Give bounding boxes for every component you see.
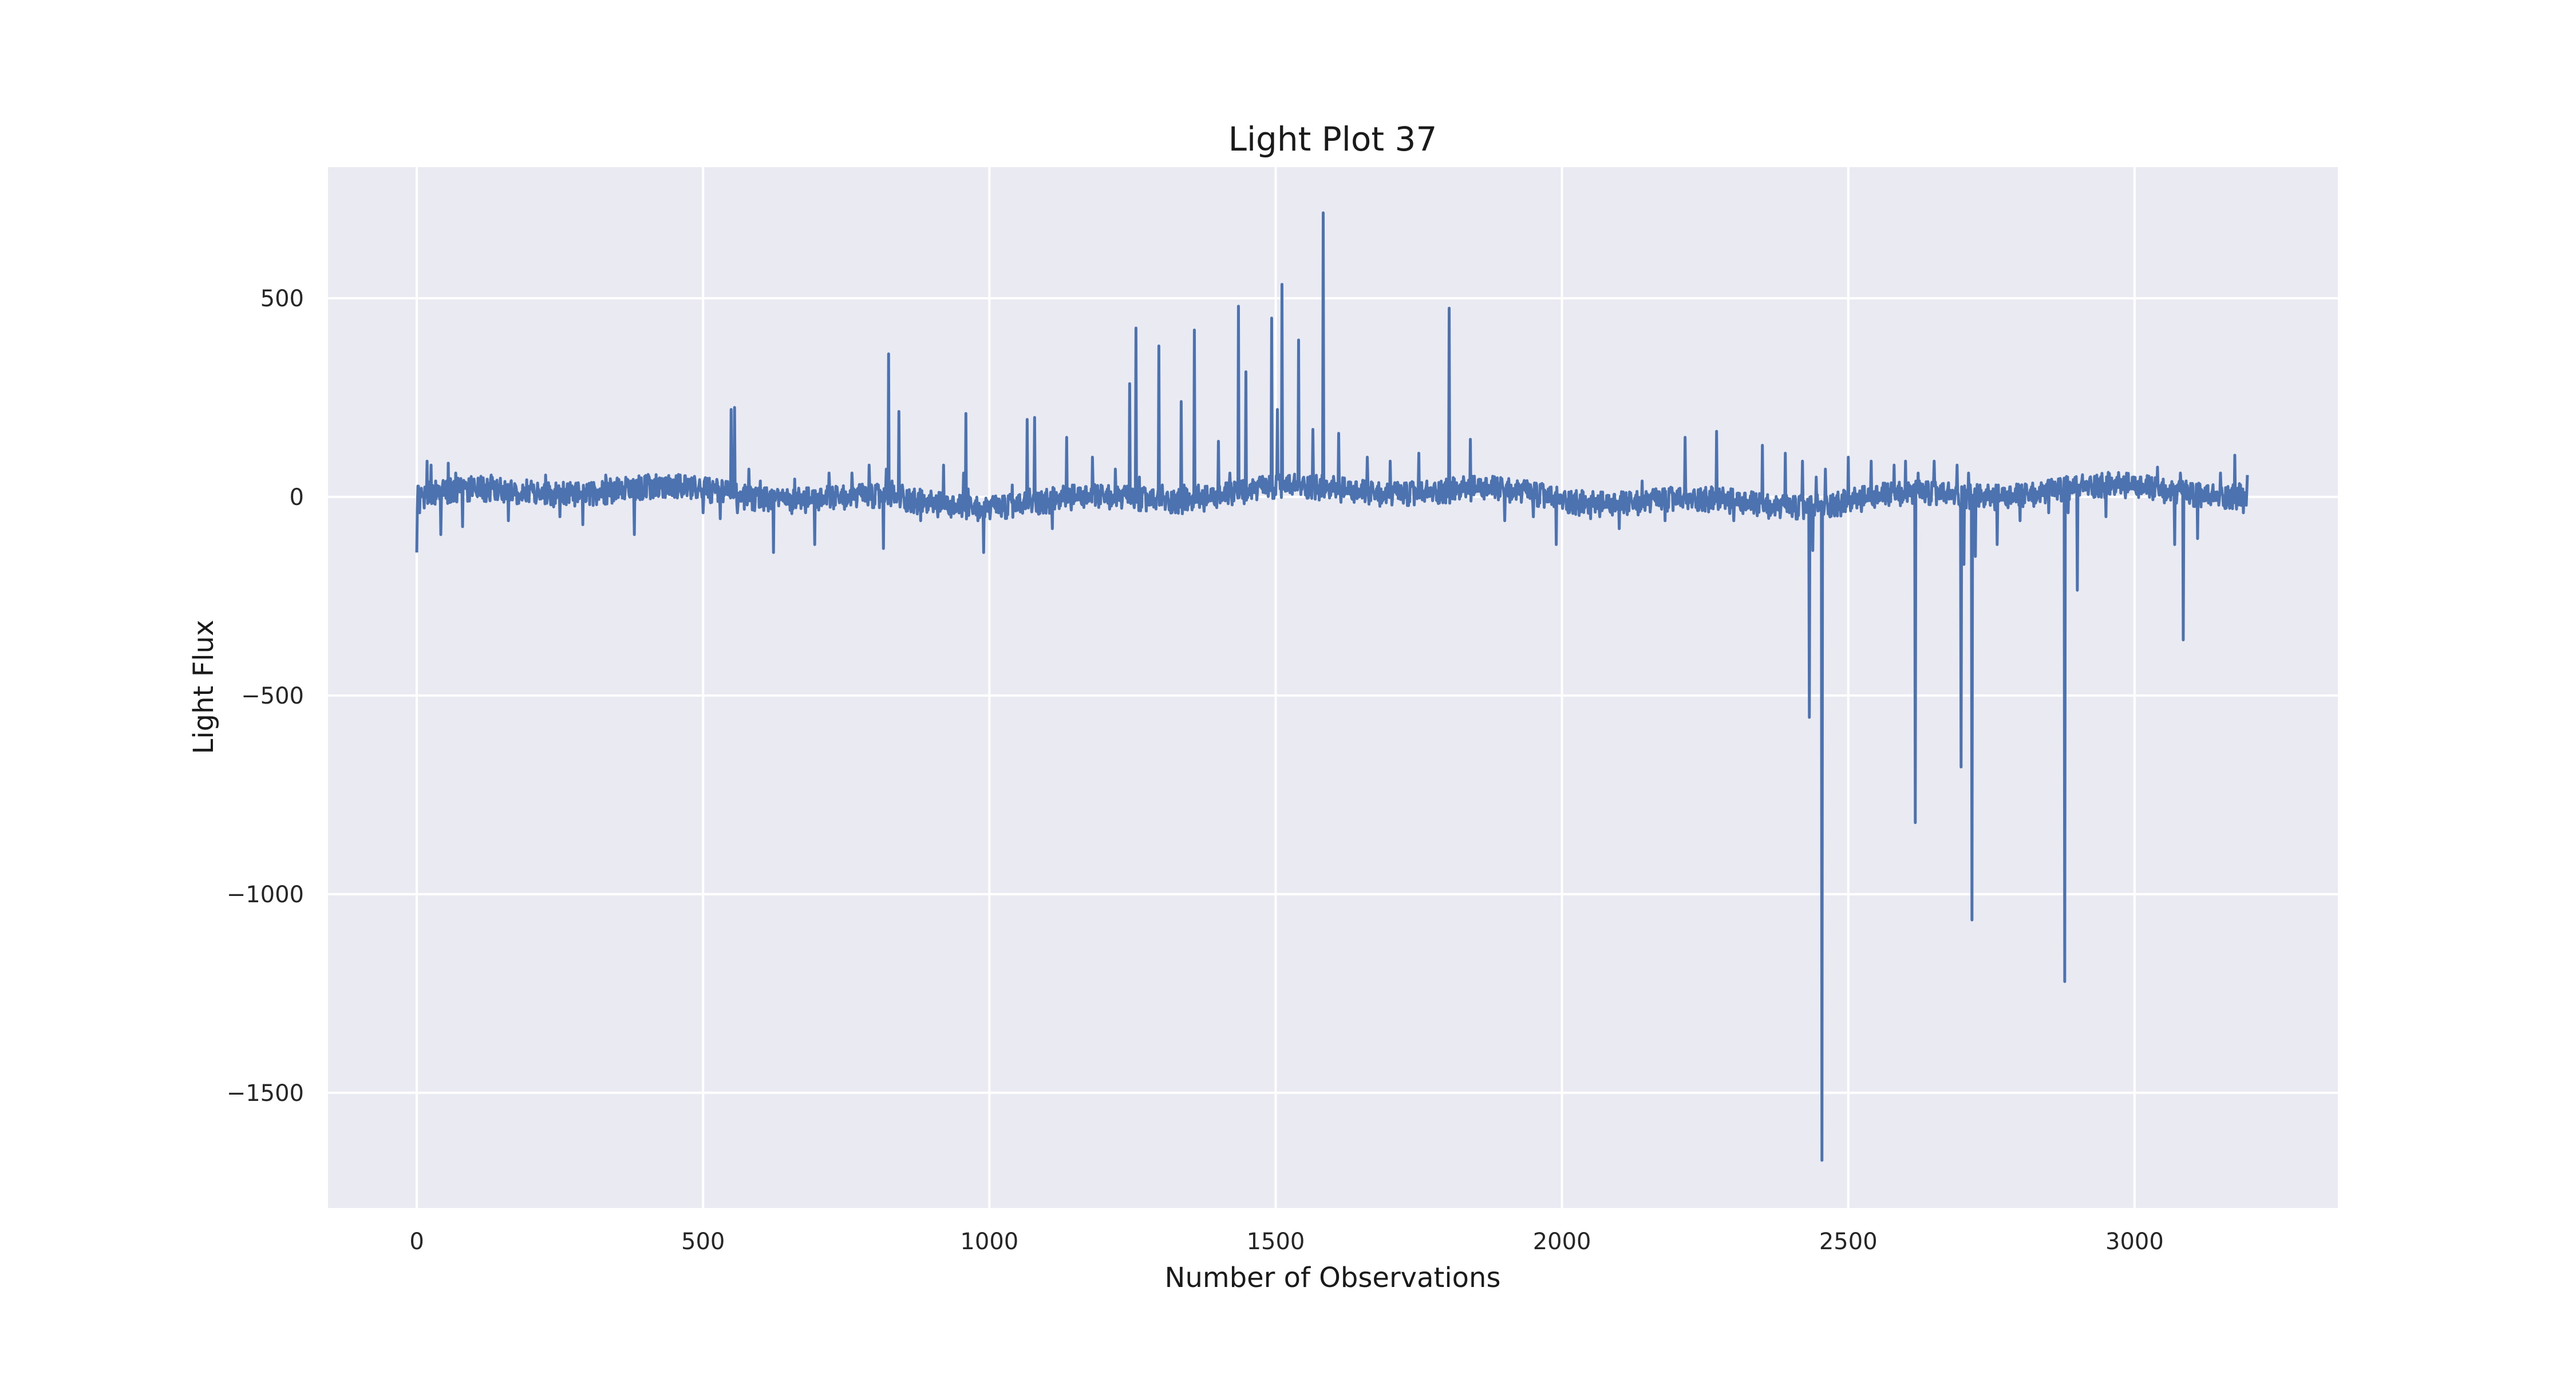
flux-series-line [415,211,2249,1162]
y-tick-label: 0 [290,484,304,511]
x-tick-label: 500 [681,1229,725,1255]
y-tick-labels: 500 0 −500 −1000 −1500 [227,286,304,1107]
y-tick-label: 500 [260,286,304,312]
y-tick-label: −1000 [227,882,304,908]
y-tick-label: −500 [241,683,304,709]
x-tick-label: 0 [409,1229,424,1255]
x-tick-label: 1500 [1247,1229,1305,1255]
x-tick-label: 3000 [2105,1229,2164,1255]
x-tick-label: 2000 [1533,1229,1591,1255]
y-axis-label: Light Flux [188,620,220,755]
y-tick-label: −1500 [227,1080,304,1107]
x-tick-labels: 0 500 1000 1500 2000 2500 3000 [409,1229,2163,1255]
x-axis-label: Number of Observations [1165,1262,1501,1294]
x-tick-label: 1000 [960,1229,1018,1255]
x-tick-label: 2500 [1819,1229,1878,1255]
x-gridlines [416,167,2136,1208]
chart-title: Light Plot 37 [1228,120,1437,159]
plot-area [328,167,2338,1208]
